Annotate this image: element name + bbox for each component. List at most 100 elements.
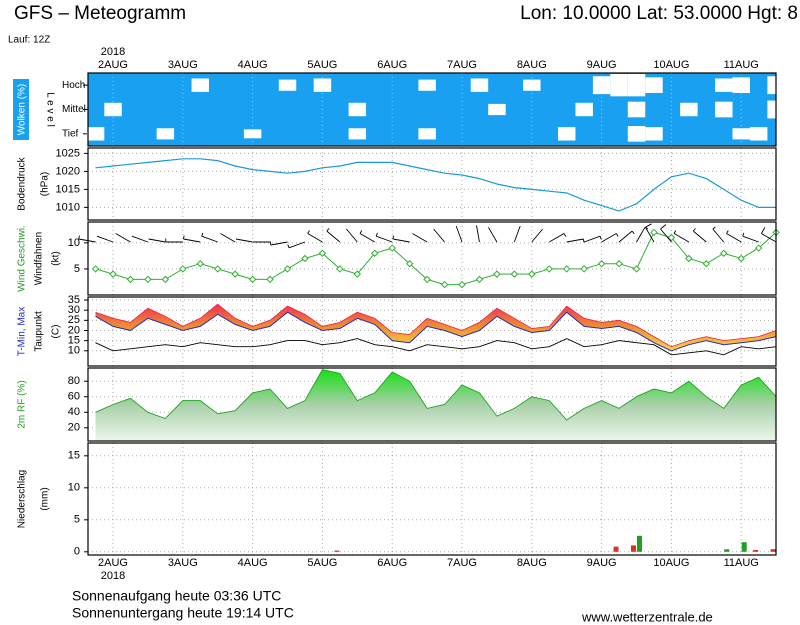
y-axis-label: 2m RF (%) xyxy=(17,380,28,428)
wind-barb xyxy=(78,235,96,243)
x-tick-label-top: 9AUG xyxy=(587,59,617,71)
x-tick-label-bottom: 10AUG xyxy=(653,557,689,569)
wind-barb xyxy=(513,225,521,243)
y-axis-label: (C) xyxy=(51,325,62,339)
wind-speed-point xyxy=(405,260,414,268)
y-axis-label: (mm) xyxy=(40,487,51,510)
wind-speed-point xyxy=(510,270,519,278)
level-label: Mittel xyxy=(62,104,86,115)
wind-barb xyxy=(673,230,690,243)
y-tick-label: 35 xyxy=(68,294,80,306)
tmax-line xyxy=(95,303,777,348)
panel-frame xyxy=(87,72,777,147)
y-tick-label: 10 xyxy=(68,345,80,357)
wind-barb xyxy=(455,225,463,243)
wind-speed-point xyxy=(283,265,292,273)
wind-barb xyxy=(220,233,236,243)
run: Lauf: 12Z xyxy=(8,35,50,46)
wind-barb xyxy=(742,232,759,243)
y-tick-label: 1015 xyxy=(56,183,80,195)
wind-barb xyxy=(235,238,253,243)
wind-barb xyxy=(660,224,672,243)
wind-barb xyxy=(201,232,218,243)
wind-speed-point xyxy=(562,265,571,273)
wind-barb xyxy=(645,223,655,243)
wind-speed-point xyxy=(371,249,379,257)
wind-barb xyxy=(359,230,375,243)
wind-speed-point xyxy=(754,244,763,252)
level-label-axis: L e v e l xyxy=(44,92,55,127)
wind-speed-line xyxy=(95,231,777,286)
y-axis-label: Niederschlag xyxy=(17,470,28,528)
level-label: Hoch xyxy=(62,80,85,91)
panel-frame xyxy=(87,296,777,367)
y-axis-label: Windfahnen xyxy=(34,232,45,285)
sunset: Sonnenuntergang heute 19:14 UTC xyxy=(72,605,294,621)
cloud-cell xyxy=(523,79,541,91)
temp-band xyxy=(95,304,777,351)
cloud-cell xyxy=(104,102,122,117)
wind-speed-point xyxy=(144,275,152,284)
y-tick-label: 1020 xyxy=(56,165,80,177)
precip-bar xyxy=(334,550,340,552)
precip-bar xyxy=(613,546,619,552)
cloud-cell xyxy=(627,126,646,142)
wind-barb xyxy=(183,235,201,243)
wind-barb xyxy=(287,241,306,249)
wind-speed-point xyxy=(528,270,536,278)
wind-barb xyxy=(392,235,410,243)
y-tick-label: 25 xyxy=(68,314,80,326)
x-tick-label-bottom: 5AUG xyxy=(307,557,337,569)
x-tick-label-bottom: 11AUG xyxy=(724,557,759,569)
panel-frame xyxy=(87,367,777,442)
wind-speed-point xyxy=(301,254,309,263)
x-tick-label-top: 6AUG xyxy=(377,59,407,71)
wind-speed-point xyxy=(650,228,658,237)
wind-speed-point xyxy=(580,265,588,273)
wind-barb xyxy=(433,228,445,243)
location: Lon: 10.0000 Lat: 53.0000 Hgt: 8 xyxy=(520,3,798,24)
wind-speed-point xyxy=(545,265,553,273)
cloud-cell xyxy=(558,127,576,141)
wind-speed-point xyxy=(458,280,466,289)
precip-bar xyxy=(637,535,642,552)
cloud-cell xyxy=(156,128,175,140)
x-tick-label-top: 3AUG xyxy=(168,59,198,71)
year-bottom: 2018 xyxy=(101,570,125,582)
x-tick-label-bottom: 7AUG xyxy=(447,557,477,569)
y-tick-label: 5 xyxy=(74,514,80,526)
cloud-cell xyxy=(418,128,436,140)
wind-barb xyxy=(476,225,480,243)
wind-speed-point xyxy=(353,270,362,278)
cloud-cell xyxy=(575,102,593,117)
x-tick-label-top: 2AUG xyxy=(98,59,128,71)
x-tick-label-bottom: 3AUG xyxy=(168,557,198,569)
tmin-line xyxy=(95,311,777,352)
y-tick-label: 15 xyxy=(68,335,80,347)
label-box xyxy=(13,79,29,140)
wind-speed-point xyxy=(126,275,135,284)
cloud-cell xyxy=(627,101,646,118)
wind-barb xyxy=(761,227,777,243)
cloud-cell xyxy=(715,101,733,118)
y-tick-label: 20 xyxy=(68,324,80,336)
x-tick-label-bottom: 2AUG xyxy=(98,557,128,569)
cloud-cell xyxy=(592,76,611,95)
y-axis-label: Wind Geschwi. xyxy=(17,225,28,292)
cloud-cell xyxy=(348,102,367,117)
wind-speed-point xyxy=(440,280,449,289)
x-tick-label-bottom: 4AUG xyxy=(238,557,268,569)
wind-speed-point xyxy=(231,270,239,278)
wind-speed-point xyxy=(213,265,222,273)
y-tick-label: 30 xyxy=(68,304,80,316)
y-axis-label: Wolken (%) xyxy=(17,84,28,136)
panel-frame xyxy=(87,147,777,221)
y-tick-label: 15 xyxy=(68,450,80,462)
wind-barb xyxy=(307,230,323,243)
y-axis-label: Bodendruck xyxy=(17,156,28,210)
cloud-cell xyxy=(732,128,750,140)
cloud-cell xyxy=(610,74,628,97)
wind-barb xyxy=(601,233,619,243)
cloud-cell xyxy=(732,77,750,93)
rh-area xyxy=(95,369,777,441)
